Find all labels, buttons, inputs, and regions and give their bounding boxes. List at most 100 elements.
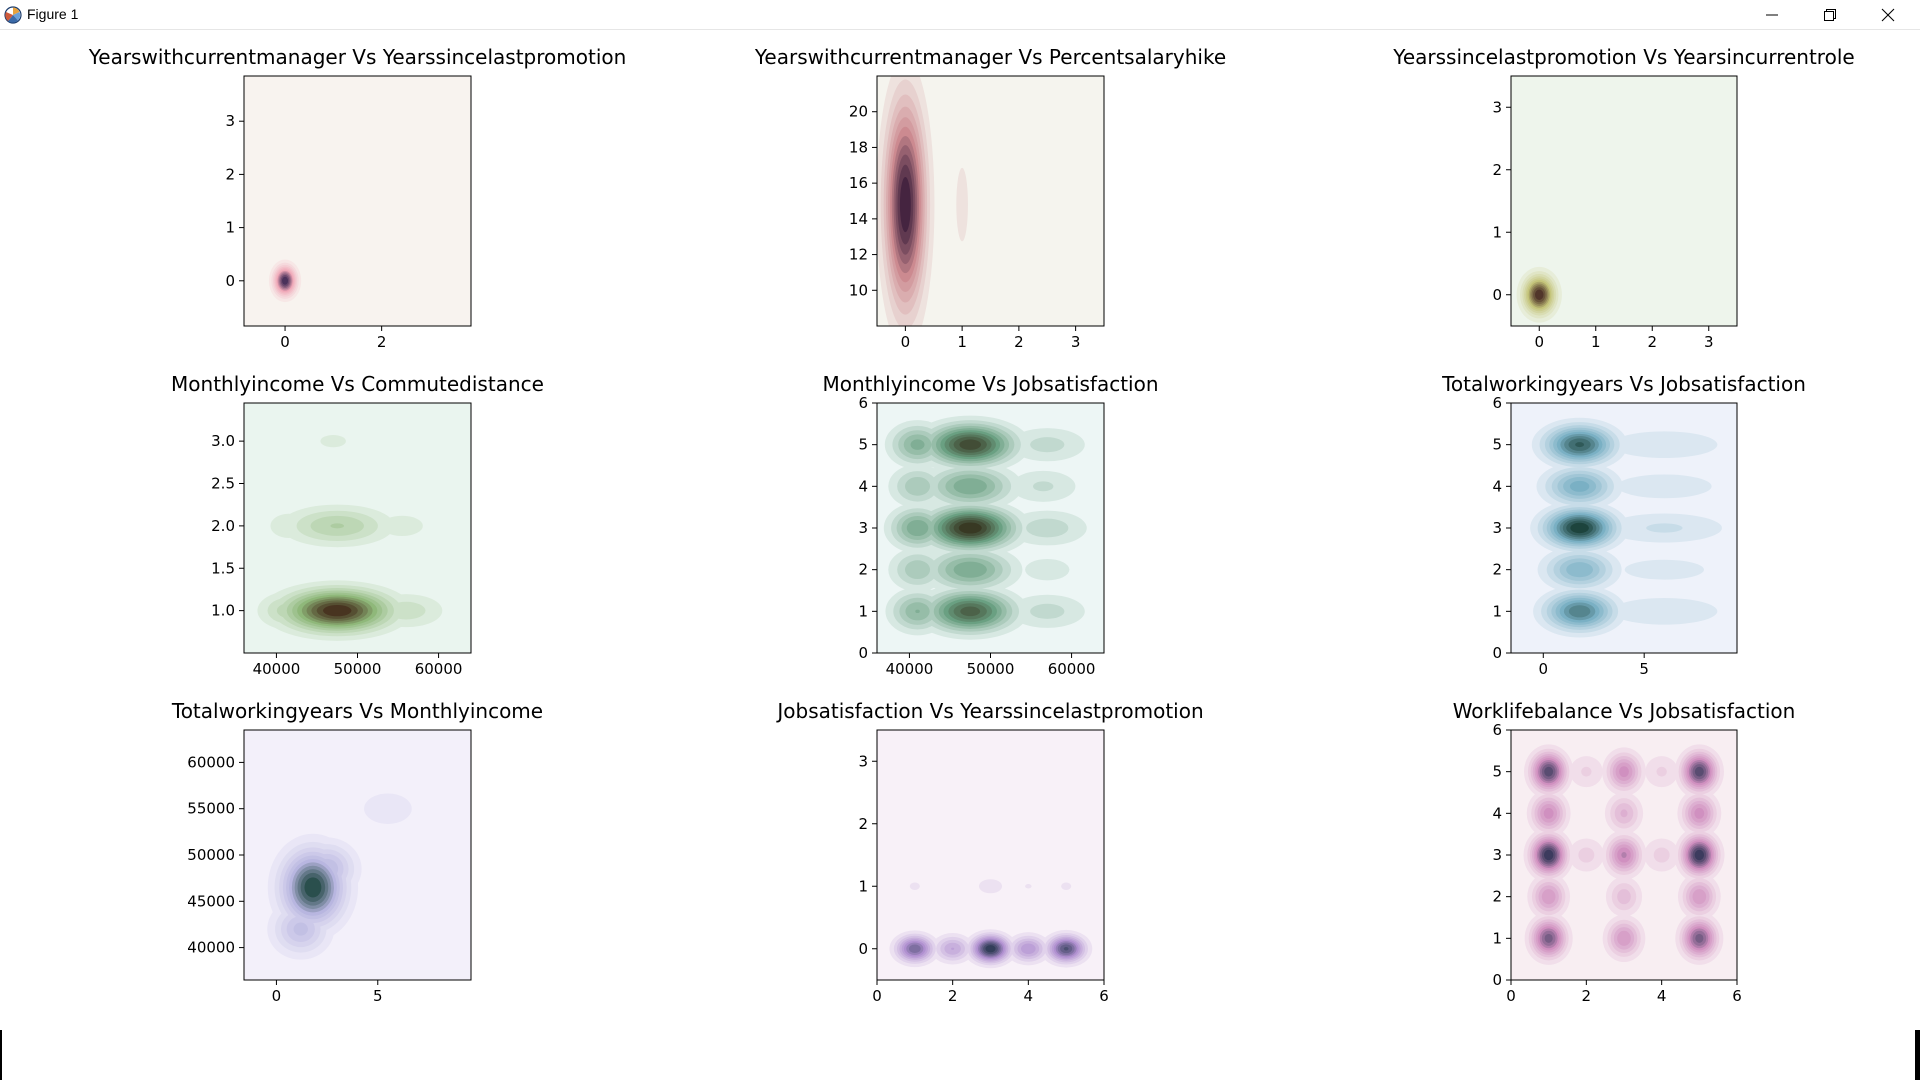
density-contour-l1-p2 xyxy=(1611,431,1718,458)
close-icon xyxy=(1881,8,1895,22)
density-contour-l3-p6 xyxy=(905,560,931,580)
y-tick-label: 0 xyxy=(1492,644,1502,662)
density-contour-l8-p7 xyxy=(1568,605,1591,618)
density-contour-l11-p17 xyxy=(1543,849,1554,861)
density-contour-l6-p9 xyxy=(1619,766,1629,778)
y-tick-label: 3 xyxy=(858,519,868,537)
y-tick-label: 0 xyxy=(1492,286,1502,304)
y-tick-label: 0 xyxy=(1492,971,1502,989)
x-tick-label: 0 xyxy=(1534,333,1544,351)
density-contour-l1-p0 xyxy=(320,434,346,448)
y-tick-label: 3 xyxy=(858,752,868,770)
density-contour-l2-p4 xyxy=(1646,523,1683,533)
y-tick-label: 55000 xyxy=(187,800,235,818)
density-layer xyxy=(268,259,302,303)
y-tick-label: 0 xyxy=(858,644,868,662)
density-contour-l5-p5 xyxy=(1566,562,1594,578)
axes-frame xyxy=(243,75,472,327)
density-contour-l2-p1 xyxy=(1656,766,1667,777)
y-tick-label: 3.0 xyxy=(211,432,235,450)
x-tick-label: 5 xyxy=(373,987,383,1005)
x-tick-label: 6 xyxy=(1732,987,1742,1005)
chart-title: Worklifebalance Vs Jobsatisfaction xyxy=(1453,699,1796,723)
chart-title: Yearssincelastpromotion Vs Yearsincurren… xyxy=(1392,45,1854,69)
y-tick-label: 1.5 xyxy=(211,559,235,577)
density-layer xyxy=(889,879,1093,969)
y-tick-label: 2.5 xyxy=(211,475,235,493)
chart-panel-3: 0 1 2 3 0 1 2 3 Yearssincelastpromotion Vs Years… xyxy=(1392,45,1854,351)
axes-frame xyxy=(1510,75,1738,327)
density-contour-l5-p2 xyxy=(293,922,308,936)
x-tick-label: 2 xyxy=(948,987,958,1005)
y-tick-label: 2 xyxy=(858,561,868,579)
density-contour-l2-p2 xyxy=(1030,437,1065,453)
y-tick-label: 2 xyxy=(858,815,868,833)
y-tick-label: 1.0 xyxy=(211,602,235,620)
y-tick-label: 1 xyxy=(1492,602,1502,620)
y-tick-label: 16 xyxy=(849,174,868,192)
density-contour-l1-p0 xyxy=(1624,559,1704,580)
density-contour-l11-p1 xyxy=(1535,289,1544,300)
y-tick-label: 6 xyxy=(1492,721,1502,739)
y-tick-label: 10 xyxy=(849,281,868,299)
density-contour-l11-p9 xyxy=(1570,522,1589,534)
x-tick-label: 4 xyxy=(1657,987,1667,1005)
density-contour-l5-p7 xyxy=(1692,889,1707,905)
density-contour-l10-p13 xyxy=(959,439,982,450)
x-tick-label: 1 xyxy=(1591,333,1601,351)
y-tick-label: 6 xyxy=(1492,394,1502,412)
restore-button[interactable] xyxy=(1801,0,1859,29)
y-tick-label: 14 xyxy=(849,210,868,228)
y-tick-label: 0 xyxy=(225,272,235,290)
density-contour-l1-p1 xyxy=(364,793,412,824)
y-tick-label: 4 xyxy=(1492,804,1502,822)
y-tick-label: 5 xyxy=(1492,763,1502,781)
density-contour-l11-p1 xyxy=(282,276,289,285)
density-contour-l6-p10 xyxy=(1543,807,1554,819)
y-tick-label: 1 xyxy=(1492,929,1502,947)
chart-panel-2: 0 1 2 3101214161820Yearswithcurrentmanager … xyxy=(754,45,1226,351)
y-tick-label: 50000 xyxy=(187,846,235,864)
density-contour-l1-p3 xyxy=(1061,882,1072,891)
x-tick-label: 40000 xyxy=(253,660,301,678)
axes-frame xyxy=(876,75,1105,327)
x-tick-label: 0 xyxy=(272,987,282,1005)
density-contour-l8-p7 xyxy=(908,944,921,953)
density-contour-l6-p6 xyxy=(1569,480,1590,492)
y-tick-label: 5 xyxy=(1492,436,1502,454)
density-layer xyxy=(1530,417,1722,638)
chart-panel-8: 0 2 4 6 0 1 2 3 Jobsatisfaction Vs Yearssincelas… xyxy=(775,699,1203,1005)
close-button[interactable] xyxy=(1859,0,1917,29)
density-contour-l11-p6 xyxy=(323,604,352,617)
x-tick-label: 3 xyxy=(1071,333,1081,351)
minimize-button[interactable] xyxy=(1743,0,1801,29)
density-contour-l3-p4 xyxy=(1617,889,1631,905)
density-contour-l6-p11 xyxy=(1694,807,1705,819)
density-contour-l2-p4 xyxy=(1026,518,1069,538)
y-tick-label: 45000 xyxy=(187,892,235,910)
density-contour-l10-p8 xyxy=(1575,442,1585,448)
density-contour-l7-p12 xyxy=(1621,852,1627,858)
x-tick-label: 50000 xyxy=(334,660,382,678)
y-tick-label: 2 xyxy=(1492,888,1502,906)
matplotlib-icon xyxy=(4,6,22,28)
chart-title: Yearswithcurrentmanager Vs Percentsalary… xyxy=(754,45,1226,69)
x-tick-label: 0 xyxy=(901,333,911,351)
y-tick-label: 6 xyxy=(858,394,868,412)
density-layer xyxy=(1523,744,1725,965)
y-tick-label: 40000 xyxy=(187,939,235,957)
y-tick-label: 1 xyxy=(1492,223,1502,241)
minimize-icon xyxy=(1766,14,1778,16)
window-edge-right xyxy=(1915,1030,1920,1080)
density-contour-l1-p1 xyxy=(1025,884,1032,889)
chart-panel-4: 40000 50000 60000 1.0 1.5 2.0 2.5 3.0 Monthlyinc… xyxy=(171,372,544,678)
figure-canvas: 0 2 0 1 2 3 Yearswithcurrentmanager Vs Yearssi… xyxy=(0,30,1920,1080)
density-layer xyxy=(877,76,968,326)
density-contour-l2-p2 xyxy=(1578,847,1595,863)
density-contour-l5-p7 xyxy=(915,609,920,614)
chart-title: Monthlyincome Vs Jobsatisfaction xyxy=(822,372,1158,396)
density-contour-l1-p1 xyxy=(1617,474,1712,499)
density-contour-l4-p5 xyxy=(1620,809,1628,818)
